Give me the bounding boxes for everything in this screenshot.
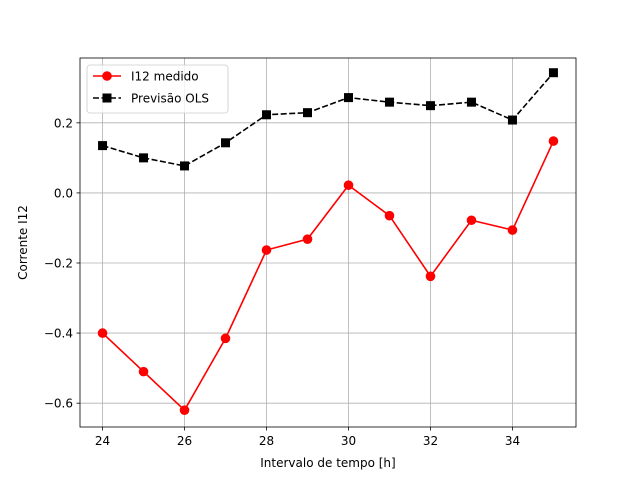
y-tick-label: 0.2 xyxy=(54,116,73,130)
x-tick-label: 30 xyxy=(341,434,356,448)
series-1-point xyxy=(507,225,518,235)
series-2-line xyxy=(102,72,555,167)
series-2-point xyxy=(466,97,476,107)
x-tick-label: 32 xyxy=(423,434,438,448)
x-tick-label: 34 xyxy=(505,434,520,448)
legend-entry: I12 medido xyxy=(93,70,199,84)
series-layer xyxy=(97,68,559,415)
series-2-point xyxy=(343,93,353,103)
y-tick-label: −0.2 xyxy=(44,257,73,271)
series-2-point xyxy=(507,115,517,125)
y-tick-label: −0.6 xyxy=(44,397,73,411)
series-2-point xyxy=(384,97,394,107)
series-1-point xyxy=(138,366,149,377)
series-1-point xyxy=(179,405,190,415)
series-2-point xyxy=(262,110,272,120)
y-axis-label: Corrente I12 xyxy=(16,205,30,280)
plot-area-frame xyxy=(79,57,577,428)
legend-entries: I12 medido Previsão OLS xyxy=(93,70,209,106)
series-1-point xyxy=(261,245,272,255)
x-tick-label: 24 xyxy=(95,434,110,448)
series-2-point xyxy=(139,153,149,163)
legend-marker xyxy=(102,71,112,81)
series-1-point xyxy=(97,328,108,338)
series-1 xyxy=(97,136,559,415)
x-axis: 24 26 28 30 32 34 xyxy=(95,427,520,448)
series-2-point xyxy=(180,161,190,171)
series-1-point xyxy=(466,215,477,226)
legend-label: I12 medido xyxy=(131,70,199,84)
x-tick-label: 26 xyxy=(177,434,192,448)
series-1-point xyxy=(343,180,354,191)
legend-marker xyxy=(102,93,112,103)
series-1-point xyxy=(302,234,313,244)
legend-box xyxy=(86,64,229,114)
series-1-point xyxy=(425,271,436,282)
y-tick-label: 0.0 xyxy=(54,186,73,200)
series-2-point xyxy=(548,68,558,78)
legend-entry: Previsão OLS xyxy=(93,92,209,106)
series-1-point xyxy=(220,333,231,344)
series-1-line xyxy=(101,140,555,412)
series-2-point xyxy=(221,138,231,148)
series-2-point xyxy=(303,108,313,118)
legend: I12 medido Previsão OLS xyxy=(86,64,229,114)
y-axis: −0.6 −0.4 −0.2 0.0 0.2 xyxy=(44,116,80,411)
series-1-point xyxy=(384,210,395,221)
series-1-point xyxy=(548,136,559,146)
series-2-point xyxy=(425,101,435,111)
x-axis-label: Intervalo de tempo [h] xyxy=(260,456,395,470)
x-tick-label: 28 xyxy=(259,434,274,448)
y-tick-label: −0.4 xyxy=(44,327,73,341)
series-2 xyxy=(98,68,558,171)
series-2-point xyxy=(98,141,108,151)
legend-label: Previsão OLS xyxy=(131,92,209,106)
